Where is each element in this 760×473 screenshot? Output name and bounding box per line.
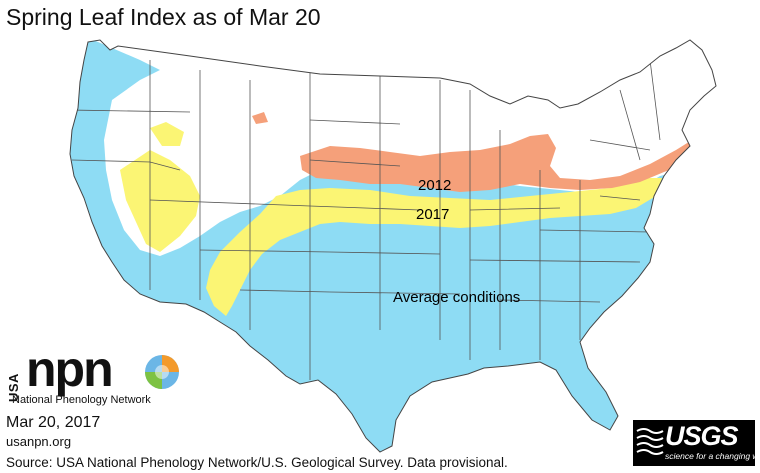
globe-icon (145, 355, 179, 389)
npn-logo: USA npn National Phenology Network (4, 344, 204, 412)
label-2012: 2012 (418, 177, 451, 194)
region-2012 (252, 112, 268, 124)
map-title: Spring Leaf Index as of Mar 20 (6, 4, 321, 30)
usgs-logo: USGS science for a changing world (633, 420, 760, 466)
usgs-wordmark: USGS (665, 421, 739, 451)
usgs-waves-icon (636, 428, 664, 455)
usgs-tagline: science for a changing world (665, 451, 760, 461)
site-url: usanpn.org (6, 434, 72, 449)
label-average-conditions: Average conditions (393, 289, 520, 306)
state-boundaries (70, 59, 661, 380)
npn-wordmark: npn (26, 341, 114, 397)
source-note: Source: USA National Phenology Network/U… (6, 455, 508, 470)
us-outline (69, 39, 717, 453)
region-2017 (206, 178, 662, 316)
npn-network-name: National Phenology Network (12, 394, 151, 406)
region-2017 (150, 122, 184, 146)
region-2017 (120, 150, 200, 252)
map-date: Mar 20, 2017 (6, 414, 101, 431)
label-2017: 2017 (416, 206, 449, 223)
